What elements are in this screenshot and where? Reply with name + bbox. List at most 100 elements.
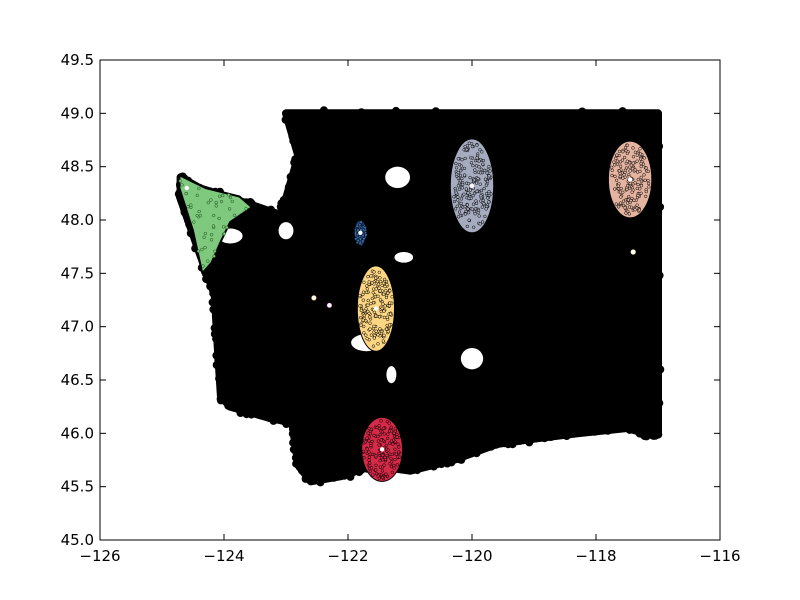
cluster-point <box>638 157 643 161</box>
cluster-point <box>485 171 489 175</box>
cluster-point <box>646 169 650 174</box>
cluster-point <box>614 178 619 182</box>
cluster-point <box>374 314 378 318</box>
cluster-point <box>359 220 363 224</box>
cluster-point <box>616 187 621 191</box>
cluster-point <box>384 295 389 300</box>
cluster-point <box>361 233 365 238</box>
cluster-point <box>452 195 456 199</box>
cluster-point <box>197 209 201 214</box>
cluster-point <box>201 264 205 268</box>
background-point <box>542 111 551 119</box>
cluster-point <box>617 169 621 173</box>
cluster-point <box>479 194 483 198</box>
cluster-point <box>639 184 644 188</box>
cluster-centroid <box>311 295 317 301</box>
cluster-point <box>459 201 463 206</box>
cluster-point <box>397 450 401 454</box>
cluster-point <box>470 207 474 211</box>
cluster-point <box>619 195 623 199</box>
cluster-point <box>377 424 381 428</box>
cluster-point <box>374 463 378 467</box>
cluster-point <box>476 208 481 213</box>
cluster-point <box>369 427 374 431</box>
cluster-point <box>474 181 479 185</box>
cluster-point <box>359 308 363 313</box>
cluster-point <box>383 455 387 460</box>
cluster-point <box>361 298 365 302</box>
cluster-point <box>365 284 369 288</box>
background-point <box>392 106 400 115</box>
cluster-8 <box>325 301 333 309</box>
cluster-point <box>382 277 387 282</box>
background-point <box>274 209 283 218</box>
cluster-point <box>362 331 366 335</box>
cluster-point <box>475 143 479 147</box>
cluster-point <box>397 445 401 449</box>
y-tick-label: 48.5 <box>61 158 94 176</box>
cluster-point <box>385 474 390 479</box>
cluster-point <box>472 225 476 229</box>
cluster-point <box>467 196 471 200</box>
cluster-point <box>455 204 459 208</box>
cluster-point <box>479 188 484 193</box>
cluster-point <box>385 315 389 319</box>
cluster-point <box>465 203 469 207</box>
cluster-centroid <box>327 303 332 308</box>
background-point <box>355 468 364 477</box>
background-point <box>618 107 627 116</box>
cluster-point <box>369 333 374 337</box>
cluster-1 <box>178 174 253 275</box>
cluster-point <box>631 146 635 150</box>
cluster-point <box>639 161 643 166</box>
cluster-point <box>469 156 473 160</box>
cluster-point <box>625 159 629 163</box>
cluster-point <box>381 281 386 285</box>
cluster-point <box>395 432 399 437</box>
cluster-point <box>638 152 643 156</box>
cluster-point <box>200 247 204 252</box>
cluster-point <box>228 195 233 200</box>
background-point <box>293 142 302 151</box>
cluster-point <box>639 164 643 169</box>
background-point <box>652 302 661 311</box>
cluster-point <box>622 155 627 160</box>
background-point <box>292 459 301 468</box>
cluster-point <box>619 186 623 191</box>
cluster-point <box>457 210 462 214</box>
cluster-centroid <box>184 185 189 191</box>
cluster-point <box>621 190 625 194</box>
cluster-point <box>472 191 477 196</box>
cluster-point <box>639 175 643 180</box>
cluster-centroid <box>631 249 636 255</box>
y-tick-label: 45.0 <box>61 531 94 549</box>
ticks-layer: −126 −124 −122 −120 −118 −116 45.0 45.5 46.0 46.5… <box>61 51 741 565</box>
cluster-point <box>480 150 484 154</box>
cluster-point <box>212 213 216 218</box>
cluster-point <box>626 198 631 202</box>
cluster-point <box>631 167 635 171</box>
x-tick-label: −126 <box>79 547 120 565</box>
cluster-point <box>483 214 487 219</box>
background-point <box>286 172 295 181</box>
cluster-point <box>222 232 226 236</box>
cluster-point <box>627 212 631 216</box>
background-point <box>530 432 539 441</box>
cluster-point <box>388 441 392 445</box>
cluster-point <box>454 161 458 166</box>
cluster-point <box>367 450 371 454</box>
cluster-point <box>478 222 482 226</box>
cluster-point <box>610 173 614 178</box>
cluster-point <box>387 421 391 425</box>
background-point <box>214 341 223 350</box>
cluster-point <box>644 194 648 199</box>
background-point <box>206 282 215 291</box>
cluster-point <box>371 291 375 295</box>
cluster-point <box>379 331 384 336</box>
cluster-point <box>456 170 460 175</box>
cluster-point <box>189 203 193 207</box>
cluster-point <box>638 169 642 174</box>
cluster-point <box>211 224 216 228</box>
cluster-point <box>627 194 631 199</box>
cluster-point <box>636 193 640 198</box>
